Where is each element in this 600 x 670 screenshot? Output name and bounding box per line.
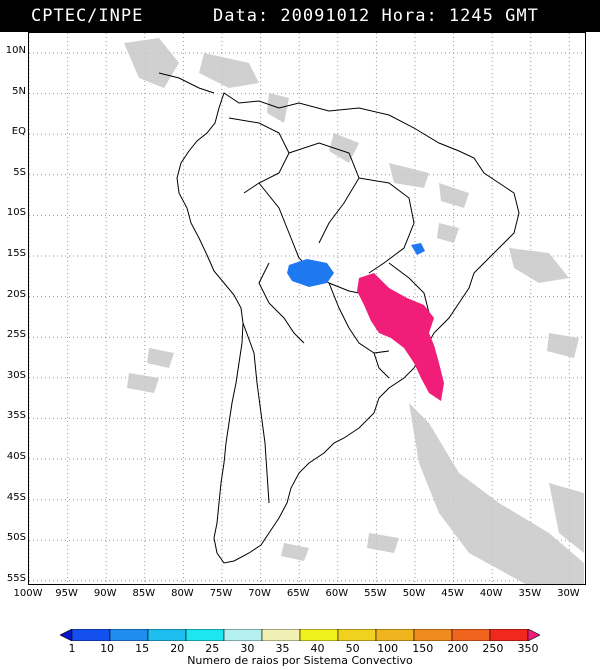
colorbar-segment (71, 629, 111, 641)
colorbar-segment (375, 629, 415, 641)
lat-label: 15S (6, 248, 26, 259)
colorbar-tick-label: 150 (412, 642, 434, 655)
cloud-cover (124, 38, 584, 584)
colorbar-tick-label: 350 (517, 642, 539, 655)
colorbar-segment (451, 629, 491, 641)
colorbar-title: Numero de raios por Sistema Convectivo (187, 654, 413, 667)
colorbar-segment (60, 629, 73, 641)
colorbar-segment (147, 629, 187, 641)
storm-system-pink (357, 273, 444, 401)
lon-label: 60W (325, 588, 349, 599)
lat-label: 30S (6, 369, 26, 381)
lon-label: 55W (364, 588, 387, 599)
lon-label: 80W (171, 588, 194, 599)
colorbar-tick-label: 25 (205, 642, 220, 655)
colorbar (60, 629, 540, 641)
colorbar-segment (299, 629, 339, 641)
lon-label: 70W (248, 588, 271, 599)
map-panel (28, 32, 586, 585)
lat-label: 45S (6, 491, 26, 503)
map-canvas (29, 33, 585, 584)
lat-label: 20S (6, 288, 26, 300)
lat-label: EQ (11, 126, 26, 138)
lon-label: 100W (13, 588, 43, 599)
lon-label: 35W (518, 588, 542, 599)
colorbar-tick-label: 10 (100, 642, 115, 655)
colorbar-tick-label: 100 (377, 642, 399, 655)
colorbar-segment (527, 629, 540, 641)
lat-label: 10S (6, 207, 26, 219)
storm-system-blue-small (411, 243, 425, 255)
gridlines (29, 33, 585, 584)
colorbar-tick-label: 20 (170, 642, 185, 655)
colorbar-segment (261, 629, 301, 641)
colorbar-segment (223, 629, 263, 641)
lat-label: 40S (6, 451, 26, 462)
lon-label: 50W (402, 588, 426, 599)
storm-systems (287, 243, 444, 401)
source-label: CPTEC/INPE (31, 6, 144, 26)
lat-label: 5S (13, 166, 26, 178)
colorbar-segment (185, 629, 225, 641)
colorbar-segment (337, 629, 377, 641)
colorbar-segment (489, 629, 529, 641)
lon-label: 65W (286, 588, 310, 599)
storm-system-blue (287, 259, 334, 287)
colorbar-tick-label: 30 (240, 642, 255, 655)
colorbar-tick-label: 40 (310, 642, 325, 655)
lon-label: 75W (209, 588, 233, 599)
colorbar-tick-label: 1 (68, 642, 76, 655)
colorbar-tick-label: 15 (135, 642, 150, 655)
colorbar-tick-label: 50 (345, 642, 360, 655)
colorbar-segment (109, 629, 149, 641)
lon-label: 95W (55, 588, 78, 599)
lat-label: 5N (12, 85, 26, 97)
lon-label: 40W (479, 588, 503, 599)
lat-label: 35S (6, 410, 26, 422)
lat-label: 25S (6, 329, 26, 341)
lon-label: 45W (441, 588, 464, 599)
lat-label: 55S (6, 572, 26, 584)
colorbar-tick-label: 35 (275, 642, 290, 655)
lat-label: 50S (6, 532, 26, 544)
header-bar: CPTEC/INPE Data: 20091012 Hora: 1245 GMT (0, 0, 600, 32)
lon-label: 90W (93, 588, 117, 599)
datetime-label: Data: 20091012 Hora: 1245 GMT (213, 6, 539, 26)
lat-label: 10N (5, 45, 26, 56)
colorbar-tick-label: 200 (447, 642, 469, 655)
lon-label: 85W (132, 588, 156, 599)
lon-label: 30W (557, 588, 580, 599)
colorbar-segment (413, 629, 453, 641)
colorbar-tick-label: 250 (482, 642, 504, 655)
